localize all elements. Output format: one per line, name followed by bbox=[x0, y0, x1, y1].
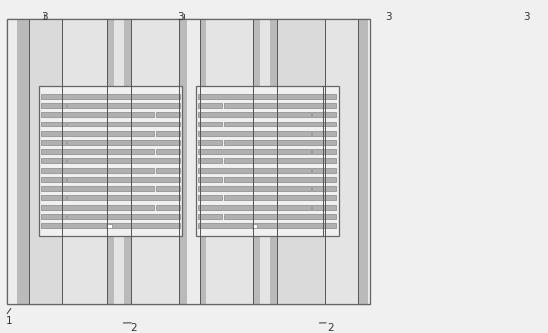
Bar bbox=[368, 19, 372, 304]
Bar bbox=[207, 19, 253, 304]
Bar bbox=[196, 86, 339, 236]
Bar bbox=[41, 186, 154, 191]
Bar bbox=[41, 122, 66, 126]
Text: 3: 3 bbox=[41, 12, 48, 22]
Text: 2: 2 bbox=[131, 323, 138, 333]
Bar bbox=[312, 205, 336, 209]
Bar bbox=[41, 168, 154, 172]
Bar bbox=[41, 140, 66, 145]
Bar bbox=[29, 19, 62, 304]
Bar bbox=[39, 86, 182, 236]
Bar bbox=[260, 19, 270, 304]
Bar bbox=[198, 168, 311, 172]
Bar bbox=[224, 140, 336, 145]
Bar bbox=[17, 19, 29, 304]
Bar bbox=[312, 168, 336, 172]
Bar bbox=[198, 131, 311, 136]
Bar bbox=[7, 19, 370, 304]
Bar bbox=[312, 112, 336, 117]
Text: 3: 3 bbox=[385, 12, 392, 22]
Bar bbox=[224, 103, 336, 108]
Bar bbox=[113, 19, 124, 304]
Text: 2: 2 bbox=[327, 323, 334, 333]
Bar bbox=[198, 214, 222, 219]
Bar bbox=[198, 177, 222, 182]
Bar bbox=[198, 186, 311, 191]
Bar bbox=[224, 177, 336, 182]
Bar bbox=[312, 149, 336, 154]
Bar bbox=[198, 112, 311, 117]
Bar bbox=[41, 103, 66, 108]
Bar bbox=[41, 94, 180, 99]
Text: 3: 3 bbox=[178, 12, 184, 22]
Bar bbox=[41, 214, 66, 219]
Bar bbox=[41, 112, 154, 117]
Bar bbox=[41, 223, 180, 228]
Bar bbox=[224, 122, 336, 126]
Bar bbox=[199, 19, 207, 304]
Bar bbox=[41, 205, 154, 209]
Bar bbox=[156, 205, 180, 209]
Bar bbox=[179, 19, 187, 304]
Bar bbox=[224, 214, 336, 219]
Bar bbox=[41, 195, 66, 200]
Bar bbox=[198, 195, 222, 200]
Bar bbox=[224, 195, 336, 200]
Text: 3: 3 bbox=[523, 12, 529, 22]
Bar bbox=[106, 224, 112, 228]
Bar bbox=[253, 19, 260, 304]
Bar bbox=[67, 159, 180, 163]
Bar bbox=[107, 19, 113, 304]
Bar bbox=[156, 112, 180, 117]
Bar bbox=[198, 149, 311, 154]
Bar bbox=[41, 149, 154, 154]
Bar bbox=[156, 149, 180, 154]
Bar bbox=[67, 214, 180, 219]
Bar bbox=[67, 177, 180, 182]
Bar bbox=[41, 159, 66, 163]
Bar bbox=[124, 19, 131, 304]
Bar bbox=[156, 131, 180, 136]
Bar bbox=[187, 19, 199, 304]
Bar bbox=[198, 140, 222, 145]
Bar bbox=[198, 103, 222, 108]
Bar bbox=[62, 19, 107, 304]
Bar bbox=[198, 223, 336, 228]
Bar bbox=[67, 103, 180, 108]
Bar bbox=[312, 131, 336, 136]
Bar bbox=[41, 177, 66, 182]
Bar bbox=[198, 122, 222, 126]
Bar bbox=[270, 19, 277, 304]
Bar bbox=[7, 19, 370, 304]
Bar bbox=[67, 122, 180, 126]
Bar bbox=[252, 224, 258, 228]
Bar bbox=[41, 131, 154, 136]
Bar bbox=[198, 205, 311, 209]
Bar bbox=[277, 19, 325, 304]
Bar bbox=[131, 19, 179, 304]
Bar bbox=[358, 19, 368, 304]
Bar bbox=[198, 94, 336, 99]
Bar bbox=[67, 140, 180, 145]
Bar bbox=[312, 186, 336, 191]
Bar bbox=[67, 195, 180, 200]
Bar bbox=[325, 19, 358, 304]
Bar bbox=[156, 168, 180, 172]
Bar bbox=[156, 186, 180, 191]
Bar bbox=[224, 159, 336, 163]
Text: 1: 1 bbox=[5, 316, 12, 326]
Bar bbox=[198, 159, 222, 163]
Bar bbox=[7, 19, 17, 304]
